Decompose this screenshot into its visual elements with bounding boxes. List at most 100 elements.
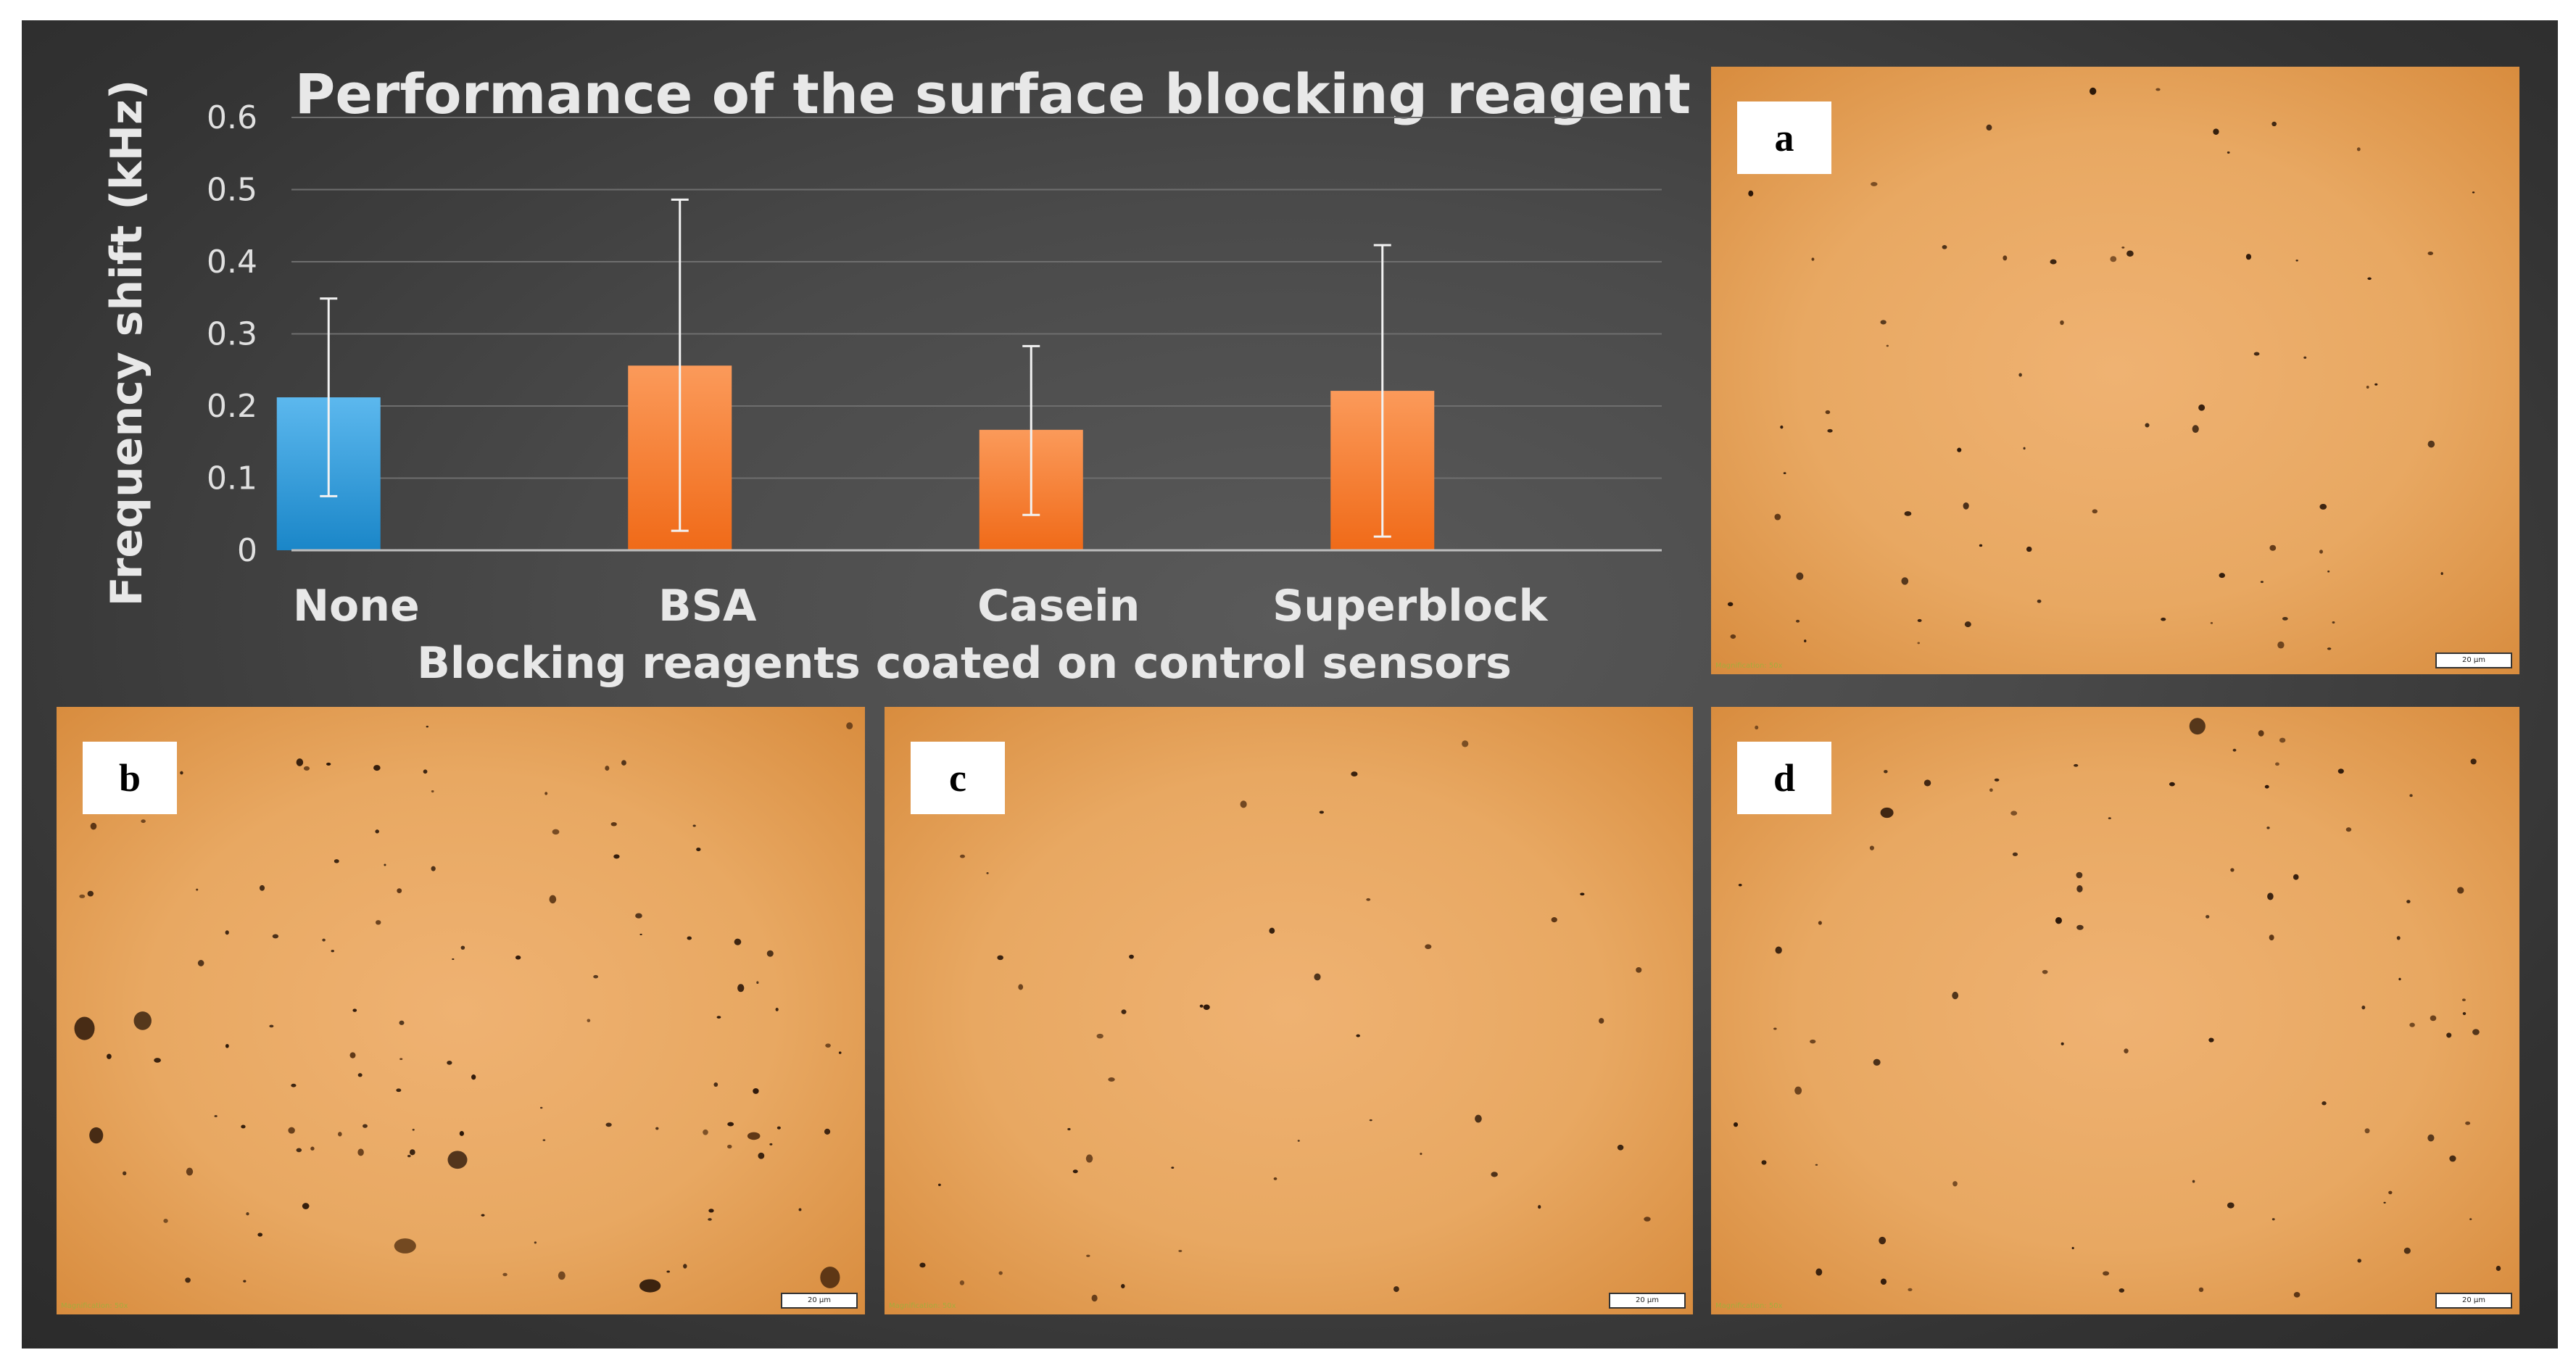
debris-speck xyxy=(1491,1172,1498,1177)
debris-speck xyxy=(89,1127,104,1144)
debris-speck xyxy=(1818,921,1822,925)
debris-speck xyxy=(610,821,617,826)
debris-speck xyxy=(1178,1249,1183,1253)
debris-speck xyxy=(1356,1034,1360,1037)
debris-speck xyxy=(959,1280,965,1285)
debris-speck xyxy=(2192,425,2199,434)
debris-speck xyxy=(549,895,557,904)
debris-speck xyxy=(459,1131,465,1136)
debris-speck xyxy=(2092,509,2098,514)
debris-speck xyxy=(1917,642,1921,645)
debris-speck xyxy=(2126,250,2134,257)
debris-speck xyxy=(2361,1006,2366,1010)
debris-speck xyxy=(687,936,692,940)
x-tick-label: BSA xyxy=(658,581,757,631)
panel-label-a: a xyxy=(1737,102,1831,174)
micrograph-b: b Magnification: 50x 20 μm xyxy=(57,707,865,1314)
debris-speck xyxy=(2465,1121,2471,1125)
debris-speck xyxy=(376,920,381,925)
debris-speck xyxy=(186,1167,194,1176)
debris-speck xyxy=(1273,1177,1277,1180)
debris-speck xyxy=(2345,827,2352,832)
debris-speck xyxy=(2074,763,2079,767)
debris-speck xyxy=(397,888,402,893)
debris-speck xyxy=(257,1232,263,1237)
micrograph-c: c Magnification: 50x 20 μm xyxy=(885,707,1693,1314)
debris-speck xyxy=(542,1139,546,1141)
debris-speck xyxy=(303,766,310,771)
debris-speck xyxy=(1884,770,1888,774)
debris-speck xyxy=(2337,768,2344,774)
debris-speck xyxy=(431,790,434,793)
debris-speck xyxy=(1908,1288,1913,1291)
debris-speck xyxy=(2409,794,2413,798)
debris-speck xyxy=(331,950,334,953)
y-tick-label: 0 xyxy=(237,532,257,569)
debris-speck xyxy=(2293,1291,2300,1298)
debris-speck xyxy=(1880,1278,1887,1285)
debris-speck xyxy=(1420,1152,1422,1156)
debris-speck xyxy=(2374,383,2378,386)
debris-speck xyxy=(2267,892,2274,900)
debris-speck xyxy=(820,1267,840,1288)
debris-speck xyxy=(196,888,199,891)
debris-speck xyxy=(919,1262,926,1268)
debris-speck xyxy=(373,765,381,771)
debris-speck xyxy=(737,984,745,993)
debris-speck xyxy=(1730,634,1736,639)
debris-speck xyxy=(2275,762,2279,766)
debris-speck xyxy=(683,1264,687,1269)
grid-lines xyxy=(291,117,1662,479)
debris-speck xyxy=(2210,622,2213,624)
debris-speck xyxy=(2121,246,2125,249)
debris-speck xyxy=(769,1143,773,1146)
debris-speck xyxy=(2440,572,2443,575)
debris-speck xyxy=(824,1128,831,1135)
debris-speck xyxy=(1086,1254,1090,1257)
error-bar-casein xyxy=(1022,344,1040,516)
debris-speck xyxy=(753,1088,759,1094)
debris-speck xyxy=(2161,617,2166,621)
debris-speck xyxy=(2198,404,2206,411)
debris-speck xyxy=(2169,782,2175,787)
debris-speck xyxy=(399,1020,405,1025)
debris-speck xyxy=(2213,128,2219,135)
y-tick-label: 0.2 xyxy=(207,388,257,425)
error-bars xyxy=(320,198,1391,538)
debris-speck xyxy=(447,1151,468,1169)
debris-speck xyxy=(2003,255,2008,261)
y-axis-ticks: 0 0.1 0.2 0.3 0.4 0.5 0.6 xyxy=(207,99,257,569)
debris-speck xyxy=(394,1238,416,1254)
debris-speck xyxy=(2192,1180,2195,1183)
debris-speck xyxy=(703,1129,708,1135)
debris-speck xyxy=(1761,1160,1767,1165)
debris-speck xyxy=(363,1124,368,1128)
scale-bar: 20 μm xyxy=(2435,652,2512,668)
debris-speck xyxy=(2155,88,2161,91)
debris-speck xyxy=(2060,320,2064,326)
debris-speck xyxy=(2253,352,2260,356)
debris-speck xyxy=(2269,935,2274,941)
debris-speck xyxy=(2449,1155,2456,1162)
debris-speck xyxy=(1314,973,1321,981)
debris-speck xyxy=(1121,1283,1125,1289)
debris-specks xyxy=(74,722,853,1293)
debris-speck xyxy=(2271,1218,2275,1221)
debris-speck xyxy=(2388,1190,2393,1195)
debris-speck xyxy=(1203,1004,1210,1010)
debris-speck xyxy=(214,1114,218,1117)
debris-speck xyxy=(2012,852,2018,856)
debris-speck xyxy=(2383,1201,2386,1204)
debris-speck xyxy=(409,1149,415,1156)
debris-speck xyxy=(1085,1154,1093,1163)
debris-speck xyxy=(775,1007,779,1011)
debris-speck xyxy=(2042,969,2048,974)
debris-speck xyxy=(2277,641,2285,649)
debris-speck xyxy=(635,913,642,919)
debris-speck xyxy=(1869,845,1874,850)
debris-speck xyxy=(2050,259,2057,265)
debris-speck xyxy=(2409,1022,2415,1027)
debris-speck xyxy=(2279,737,2286,743)
scale-bar: 20 μm xyxy=(781,1293,858,1309)
debris-speck xyxy=(1748,190,1754,196)
